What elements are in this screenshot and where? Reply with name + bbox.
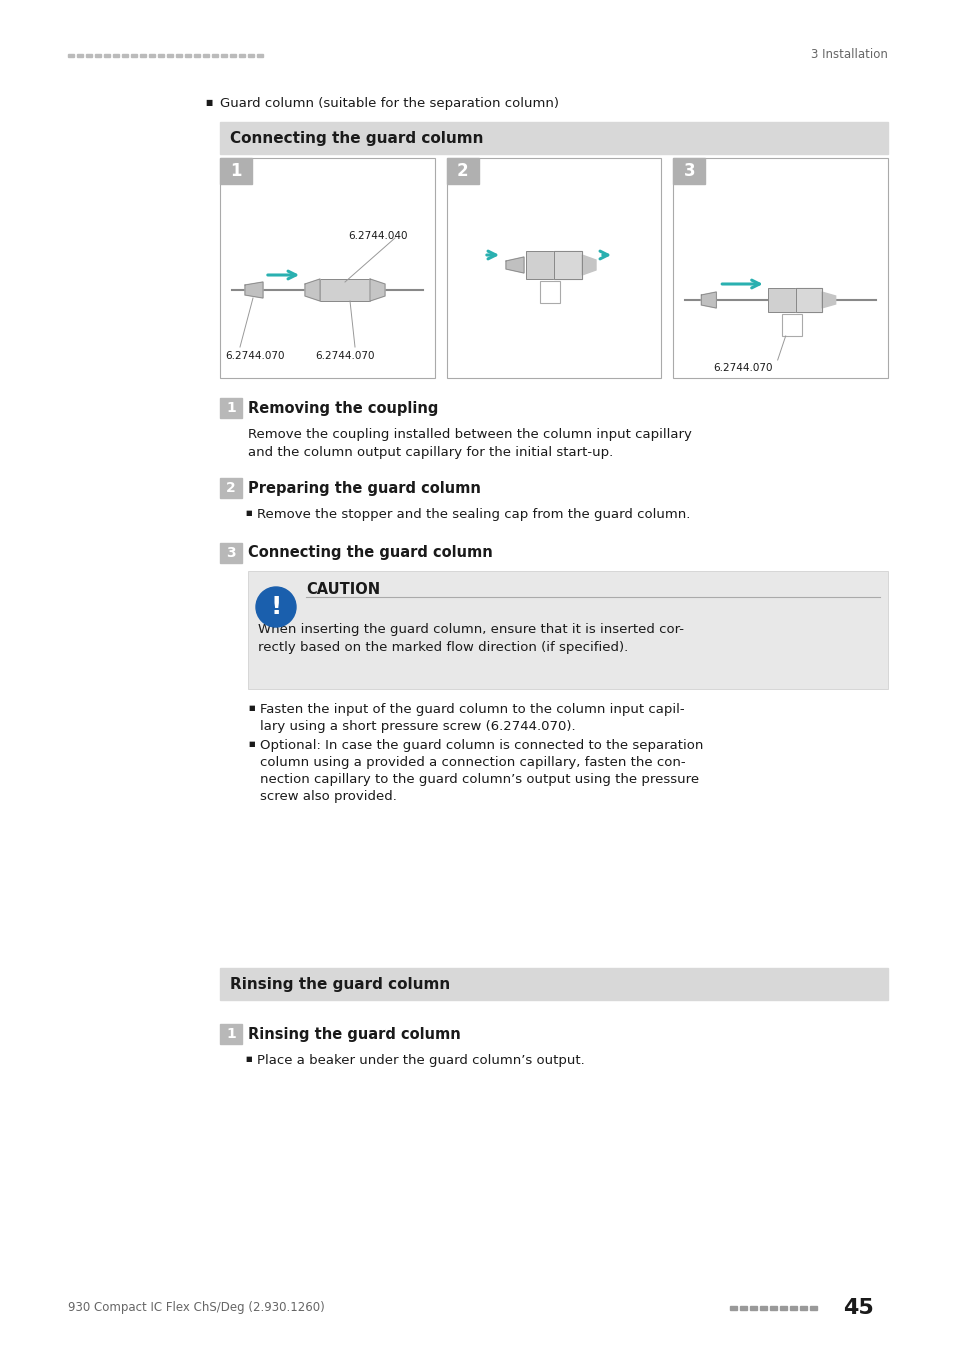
Bar bbox=[789, 1305, 796, 1310]
Text: !: ! bbox=[270, 595, 281, 620]
Text: 45: 45 bbox=[842, 1297, 873, 1318]
Bar bbox=[525, 251, 554, 279]
Text: 6.2744.070: 6.2744.070 bbox=[225, 351, 284, 360]
Text: 3 Installation: 3 Installation bbox=[810, 49, 887, 62]
Text: 6.2744.040: 6.2744.040 bbox=[348, 231, 407, 242]
Text: Rinsing the guard column: Rinsing the guard column bbox=[248, 1026, 460, 1041]
Bar bbox=[68, 54, 74, 57]
Text: 3: 3 bbox=[682, 162, 695, 180]
Text: Removing the coupling: Removing the coupling bbox=[248, 401, 438, 416]
Bar bbox=[319, 279, 370, 301]
Text: 6.2744.070: 6.2744.070 bbox=[713, 363, 772, 373]
Bar bbox=[149, 54, 154, 57]
Bar bbox=[122, 54, 128, 57]
Text: 1: 1 bbox=[230, 162, 241, 180]
Text: Guard column (suitable for the separation column): Guard column (suitable for the separatio… bbox=[220, 96, 558, 109]
Bar bbox=[780, 1305, 786, 1310]
Text: 6.2744.070: 6.2744.070 bbox=[314, 351, 375, 360]
Bar bbox=[248, 571, 887, 688]
Bar bbox=[131, 54, 137, 57]
Text: lary using a short pressure screw (6.2744.070).: lary using a short pressure screw (6.274… bbox=[260, 720, 575, 733]
Bar bbox=[158, 54, 164, 57]
Text: 1: 1 bbox=[226, 1027, 235, 1041]
Bar bbox=[221, 54, 227, 57]
Bar bbox=[175, 54, 182, 57]
Bar bbox=[193, 54, 200, 57]
Text: Connecting the guard column: Connecting the guard column bbox=[230, 131, 483, 146]
Bar bbox=[220, 543, 242, 563]
Text: Preparing the guard column: Preparing the guard column bbox=[248, 481, 480, 495]
Bar bbox=[729, 1305, 737, 1310]
Bar bbox=[749, 1305, 757, 1310]
Text: 2: 2 bbox=[226, 481, 235, 495]
Bar bbox=[220, 158, 252, 184]
Circle shape bbox=[255, 587, 295, 626]
Bar bbox=[167, 54, 172, 57]
Bar bbox=[446, 158, 660, 378]
Bar bbox=[77, 54, 83, 57]
Text: When inserting the guard column, ensure that it is inserted cor-: When inserting the guard column, ensure … bbox=[257, 622, 683, 636]
Bar bbox=[239, 54, 245, 57]
Text: screw also provided.: screw also provided. bbox=[260, 790, 396, 803]
Text: Connecting the guard column: Connecting the guard column bbox=[248, 545, 493, 560]
Bar bbox=[112, 54, 119, 57]
Bar bbox=[809, 1305, 816, 1310]
Text: 3: 3 bbox=[226, 545, 235, 560]
Text: column using a provided a connection capillary, fasten the con-: column using a provided a connection cap… bbox=[260, 756, 685, 770]
Bar bbox=[220, 478, 242, 498]
Polygon shape bbox=[305, 279, 319, 301]
Polygon shape bbox=[581, 255, 596, 275]
Text: 1: 1 bbox=[226, 401, 235, 414]
Polygon shape bbox=[370, 279, 385, 301]
Bar bbox=[781, 315, 801, 336]
Text: ■: ■ bbox=[245, 1056, 252, 1062]
Bar bbox=[95, 54, 101, 57]
Bar bbox=[220, 1025, 242, 1044]
Text: Remove the stopper and the sealing cap from the guard column.: Remove the stopper and the sealing cap f… bbox=[256, 508, 690, 521]
Polygon shape bbox=[554, 251, 581, 279]
Bar bbox=[760, 1305, 766, 1310]
Text: ■: ■ bbox=[205, 99, 212, 108]
Bar bbox=[104, 54, 110, 57]
Bar bbox=[86, 54, 91, 57]
Text: ■: ■ bbox=[248, 705, 254, 711]
Bar bbox=[673, 158, 704, 184]
Bar bbox=[769, 1305, 776, 1310]
Bar bbox=[740, 1305, 746, 1310]
Bar bbox=[673, 158, 887, 378]
Bar bbox=[212, 54, 218, 57]
Bar bbox=[220, 968, 887, 1000]
Polygon shape bbox=[795, 288, 821, 312]
Bar bbox=[230, 54, 235, 57]
Text: ■: ■ bbox=[248, 741, 254, 747]
Text: and the column output capillary for the initial start-up.: and the column output capillary for the … bbox=[248, 446, 613, 459]
Text: ■: ■ bbox=[245, 510, 252, 516]
Polygon shape bbox=[821, 292, 835, 308]
Text: 2: 2 bbox=[456, 162, 468, 180]
Bar bbox=[220, 158, 435, 378]
Bar bbox=[248, 54, 253, 57]
Text: Rinsing the guard column: Rinsing the guard column bbox=[230, 976, 450, 991]
Polygon shape bbox=[700, 292, 716, 308]
Text: Remove the coupling installed between the column input capillary: Remove the coupling installed between th… bbox=[248, 428, 691, 441]
Bar bbox=[767, 288, 795, 312]
Text: CAUTION: CAUTION bbox=[306, 582, 379, 597]
Bar bbox=[539, 281, 559, 302]
Bar bbox=[185, 54, 191, 57]
Bar bbox=[446, 158, 478, 184]
Text: 930 Compact IC Flex ChS/Deg (2.930.1260): 930 Compact IC Flex ChS/Deg (2.930.1260) bbox=[68, 1301, 324, 1315]
Text: Fasten the input of the guard column to the column input capil-: Fasten the input of the guard column to … bbox=[260, 703, 684, 716]
Text: rectly based on the marked flow direction (if specified).: rectly based on the marked flow directio… bbox=[257, 641, 628, 653]
Bar bbox=[140, 54, 146, 57]
Bar bbox=[256, 54, 263, 57]
Text: nection capillary to the guard column’s output using the pressure: nection capillary to the guard column’s … bbox=[260, 774, 699, 786]
Bar bbox=[220, 398, 242, 418]
Bar bbox=[800, 1305, 806, 1310]
Bar bbox=[220, 122, 887, 154]
Text: Place a beaker under the guard column’s output.: Place a beaker under the guard column’s … bbox=[256, 1054, 584, 1067]
Text: Optional: In case the guard column is connected to the separation: Optional: In case the guard column is co… bbox=[260, 738, 702, 752]
Polygon shape bbox=[505, 256, 523, 273]
Polygon shape bbox=[245, 282, 263, 298]
Bar bbox=[203, 54, 209, 57]
